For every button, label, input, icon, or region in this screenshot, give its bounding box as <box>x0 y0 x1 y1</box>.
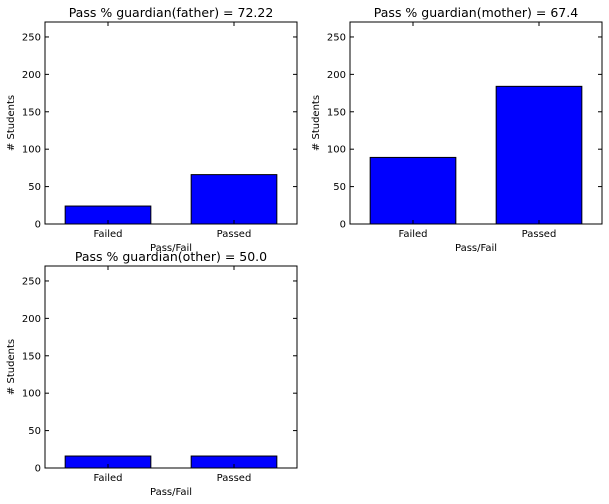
y-tick-label: 100 <box>327 145 346 156</box>
chart-title: Pass % guardian(mother) = 67.4 <box>374 5 578 20</box>
x-tick-label: Passed <box>217 473 252 484</box>
y-tick-label: 0 <box>340 220 346 231</box>
y-tick-label: 150 <box>22 351 41 362</box>
bar-passed <box>190 174 278 225</box>
x-tick-label: Passed <box>217 229 252 240</box>
chart-title: Pass % guardian(father) = 72.22 <box>69 5 274 20</box>
y-tick-label: 100 <box>22 389 41 400</box>
subplot-3: Pass % guardian(other) = 50.0 0 50 100 150 20… <box>6 249 298 498</box>
y-tick-label: 150 <box>22 107 41 118</box>
y-tick-label: 0 <box>35 220 41 231</box>
x-axis-label: Pass/Fail <box>150 487 192 498</box>
y-tick-label: 100 <box>22 145 41 156</box>
axes-frame <box>44 21 298 225</box>
y-tick-label: 50 <box>28 182 41 193</box>
y-tick-label: 200 <box>22 70 41 81</box>
y-axis-label: # Students <box>6 339 17 395</box>
bar-failed <box>369 156 457 225</box>
y-tick-label: 50 <box>333 182 346 193</box>
y-tick-label: 50 <box>28 426 41 437</box>
subplot-1: Pass % guardian(father) = 72.22 0 50 100 150… <box>6 5 298 254</box>
y-tick-label: 200 <box>327 70 346 81</box>
subplot-2: Pass % guardian(mother) = 67.4 0 50 100 150 2… <box>311 5 603 254</box>
y-tick-label: 250 <box>22 276 41 287</box>
y-axis-label: # Students <box>311 95 322 151</box>
x-axis-label: Pass/Fail <box>455 243 497 254</box>
axes-frame <box>349 21 603 225</box>
bar-passed <box>495 85 583 225</box>
y-tick-label: 200 <box>22 314 41 325</box>
x-tick-label: Passed <box>522 229 557 240</box>
chart-title: Pass % guardian(other) = 50.0 <box>75 249 267 264</box>
y-axis-label: # Students <box>6 95 17 151</box>
axes-frame <box>44 265 298 469</box>
x-axis-label: Pass/Fail <box>150 243 192 254</box>
y-tick-label: 0 <box>35 464 41 475</box>
y-tick-label: 150 <box>327 107 346 118</box>
x-tick-label: Failed <box>93 229 122 240</box>
y-tick-label: 250 <box>327 32 346 43</box>
x-tick-label: Failed <box>93 473 122 484</box>
y-tick-label: 250 <box>22 32 41 43</box>
x-tick-label: Failed <box>398 229 427 240</box>
